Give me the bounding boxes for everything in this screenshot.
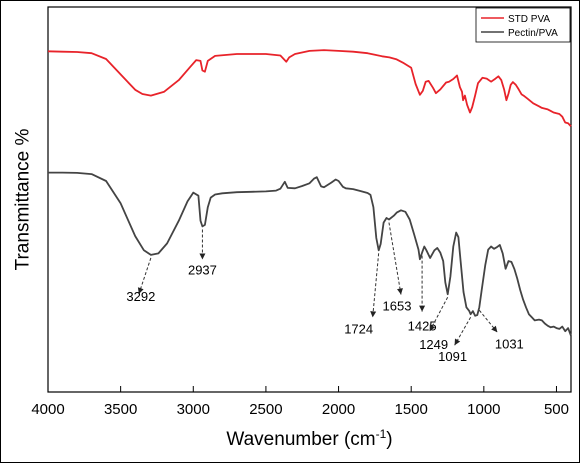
annotation-arrowhead-1653 — [397, 288, 403, 295]
legend-box — [475, 7, 571, 43]
y-axis-title: Transmittance % — [13, 128, 34, 270]
series-line-std-pva — [47, 49, 572, 128]
x-tick-label-1500: 1500 — [395, 401, 428, 418]
x-tick-label-500: 500 — [544, 401, 569, 418]
legend-label-pectin-pva: Pectin/PVA — [508, 28, 558, 39]
annotation-arrow-1653 — [388, 222, 402, 295]
annotation-arrowhead-1091 — [454, 338, 461, 346]
annotation-arrow-1249 — [429, 296, 449, 332]
annotation-arrowhead-1249 — [429, 324, 436, 332]
annotation-label-1425: 1425 — [408, 319, 437, 334]
x-axis-title-superscript: -1 — [376, 427, 387, 441]
annotation-label-1031: 1031 — [495, 336, 524, 351]
x-tick-label-3500: 3500 — [104, 401, 137, 418]
x-axis-title: Wavenumber (cm-1) — [226, 427, 392, 450]
plot-area — [47, 6, 572, 393]
x-axis-title-close: ) — [386, 429, 392, 450]
series-line-pectin-pva — [48, 171, 572, 337]
series-group — [47, 49, 572, 337]
x-tick-label-4000: 4000 — [31, 401, 64, 418]
legend: STD PVA Pectin/PVA — [475, 7, 571, 43]
x-tick-label-1000: 1000 — [467, 401, 500, 418]
x-tick-label-2500: 2500 — [249, 401, 282, 418]
annotation-arrowhead-1031 — [491, 325, 498, 333]
annotation-label-1724: 1724 — [344, 321, 373, 336]
annotation-label-3292: 3292 — [126, 289, 155, 304]
annotation-label-2937: 2937 — [188, 262, 217, 277]
x-tick-label-2000: 2000 — [322, 401, 355, 418]
annotation-label-1653: 1653 — [383, 299, 412, 314]
annotation-arrowhead-2937 — [199, 253, 206, 260]
annotation-label-1249: 1249 — [419, 337, 448, 352]
annotation-arrowhead-1724 — [370, 311, 377, 318]
x-axis-ticks: 4000 3500 3000 2500 2000 1500 1000 500 — [31, 386, 569, 418]
annotation-arrowhead-1425 — [419, 305, 426, 312]
annotation-arrow-3292 — [138, 257, 152, 295]
annotation-label-1091: 1091 — [438, 349, 467, 364]
annotation-arrow-1724 — [372, 253, 380, 318]
x-tick-label-3000: 3000 — [177, 401, 210, 418]
legend-label-std-pva: STD PVA — [508, 14, 550, 25]
annotation-arrowhead-3292 — [137, 287, 144, 294]
x-axis-title-main: Wavenumber (cm — [226, 429, 375, 450]
